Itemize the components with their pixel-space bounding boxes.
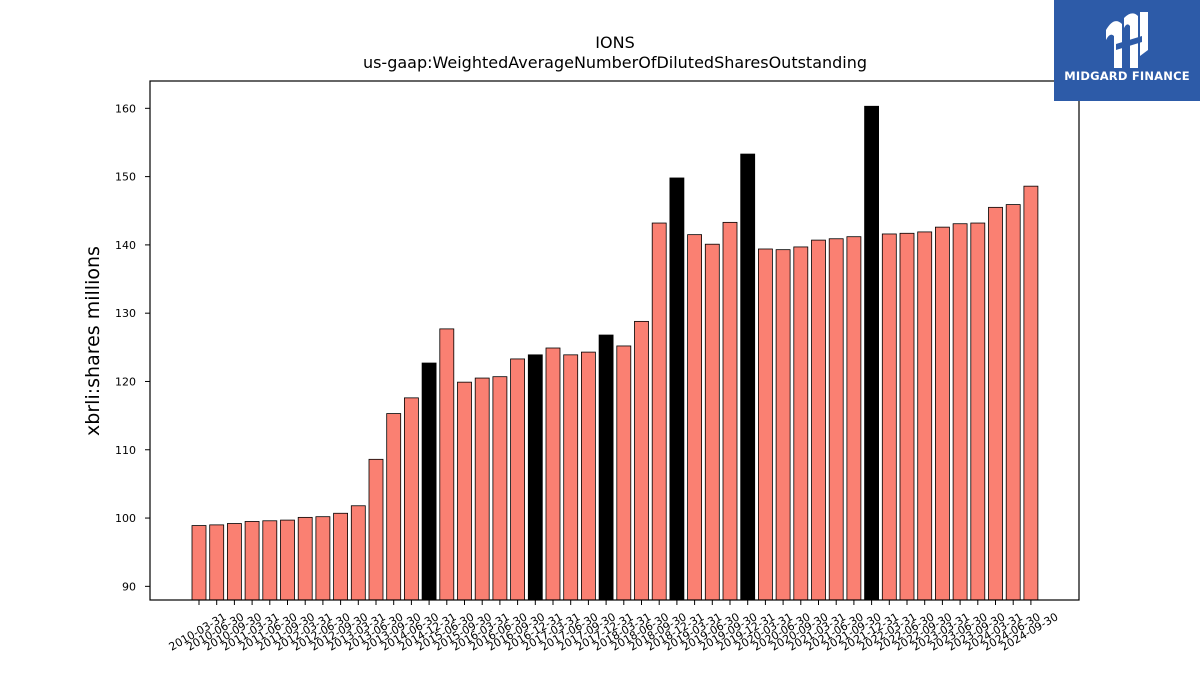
bar-2024-09-30 xyxy=(1023,185,1039,601)
bar-2022-09-30 xyxy=(917,231,933,601)
x-axis: 2010-03-312010-06-302010-09-302011-03-31… xyxy=(167,600,1060,654)
bar-2020-03-31 xyxy=(758,248,773,601)
bar-2022-03-31 xyxy=(881,233,897,601)
bar-2015-09-30 xyxy=(457,381,472,601)
bar-2018-12-31 xyxy=(669,177,685,601)
bar-2010-06-30 xyxy=(209,524,225,601)
bar-2023-03-31 xyxy=(935,226,950,601)
y-tick-label: 90 xyxy=(122,580,136,593)
bar-2018-03-31 xyxy=(616,345,632,601)
bar-2021-06-30 xyxy=(828,238,844,601)
bar-2024-06-30 xyxy=(1005,204,1021,601)
bar-2016-03-31 xyxy=(474,377,490,601)
bar-2019-03-31 xyxy=(687,234,702,601)
bar-2014-12-31 xyxy=(421,362,437,601)
bar-2021-12-31 xyxy=(864,105,879,601)
bar-2017-03-31 xyxy=(545,347,561,601)
midgard-logo-mark-icon xyxy=(1106,12,1148,68)
bar-2013-09-30 xyxy=(386,413,402,601)
bar-2018-09-30 xyxy=(651,222,667,601)
bar-2016-06-30 xyxy=(492,376,508,601)
bar-2019-09-30 xyxy=(722,221,738,601)
logo-text: MIDGARD FINANCE xyxy=(1064,69,1190,83)
bar-2010-03-31 xyxy=(191,525,207,601)
bar-2016-12-31 xyxy=(527,354,543,601)
y-tick-label: 100 xyxy=(115,512,136,525)
y-tick-label: 120 xyxy=(115,375,136,388)
bar-2011-06-30 xyxy=(262,520,278,601)
brand-logo: MIDGARD FINANCE xyxy=(1054,0,1200,101)
bar-2017-12-31 xyxy=(598,334,614,601)
chart-subtitle: us-gaap:WeightedAverageNumberOfDilutedSh… xyxy=(363,53,867,72)
bar-2011-03-31 xyxy=(244,521,260,601)
bar-2010-09-30 xyxy=(226,523,242,601)
bar-2012-09-30 xyxy=(333,512,349,601)
y-tick-label: 140 xyxy=(115,239,136,252)
bar-2017-06-30 xyxy=(563,354,579,601)
y-axis: 90 100 110 120 130 140 150 160 xyxy=(115,102,150,593)
bar-2015-06-30 xyxy=(439,328,455,601)
bar-2020-06-30 xyxy=(775,249,791,601)
y-tick-label: 150 xyxy=(115,171,136,184)
bar-2019-06-30 xyxy=(704,243,720,601)
y-tick-label: 160 xyxy=(115,102,136,115)
plot-frame xyxy=(149,80,1080,601)
bar-2023-09-30 xyxy=(970,222,986,601)
bar-2016-09-30 xyxy=(510,358,526,601)
bar-2021-09-30 xyxy=(846,236,862,601)
bar-2011-09-30 xyxy=(280,519,295,601)
bar-2024-03-31 xyxy=(988,206,1003,601)
y-tick-label: 110 xyxy=(115,444,136,457)
bar-2020-09-30 xyxy=(793,246,809,601)
bars-layer xyxy=(191,105,1039,601)
bar-2014-06-30 xyxy=(403,397,419,601)
bar-2023-06-30 xyxy=(952,223,968,601)
bar-2012-03-31 xyxy=(297,516,313,601)
bar-2013-06-30 xyxy=(368,458,384,601)
bar-2018-06-30 xyxy=(634,320,649,601)
bar-2012-06-30 xyxy=(315,516,331,601)
bar-2017-09-30 xyxy=(581,351,596,601)
bar-2013-03-31 xyxy=(350,505,366,601)
bar-2021-03-31 xyxy=(811,239,826,601)
y-tick-label: 130 xyxy=(115,307,136,320)
chart-title: IONS xyxy=(595,33,634,52)
y-axis-label: xbrli:shares millions xyxy=(82,246,104,436)
bar-2022-06-30 xyxy=(899,232,915,601)
bar-2019-12-31 xyxy=(740,153,756,601)
